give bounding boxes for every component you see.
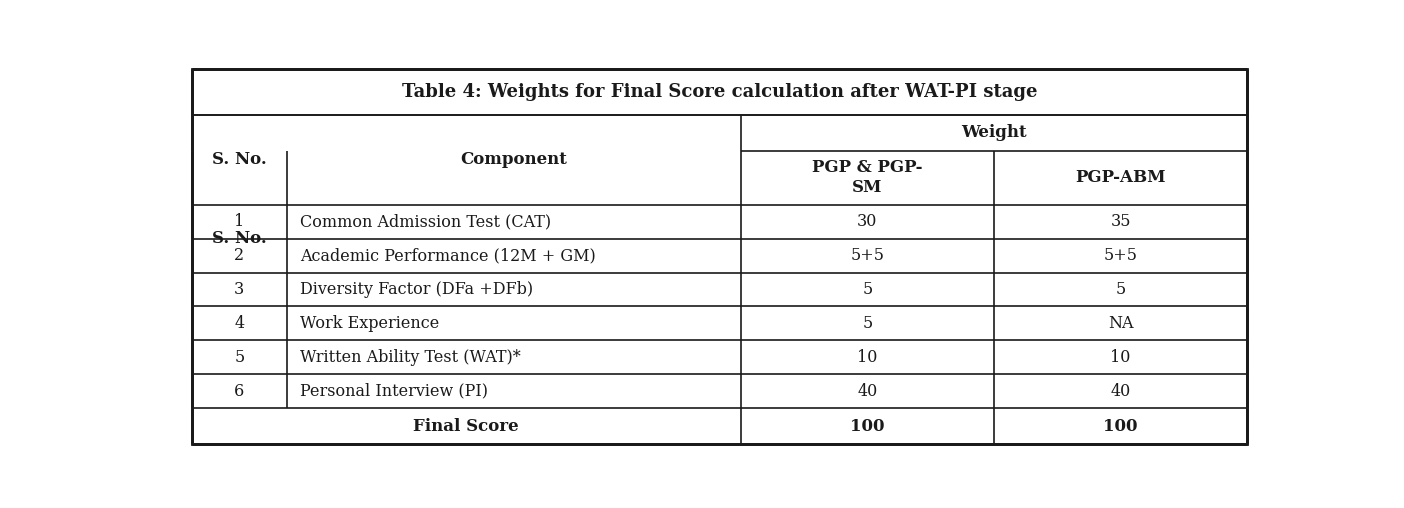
- Text: 100: 100: [1104, 418, 1137, 435]
- Text: Common Admission Test (CAT): Common Admission Test (CAT): [300, 213, 550, 230]
- Text: 100: 100: [849, 418, 885, 435]
- Text: 10: 10: [856, 349, 878, 366]
- Text: PGP-ABM: PGP-ABM: [1075, 169, 1165, 186]
- Text: 5: 5: [862, 315, 872, 332]
- Text: 5+5: 5+5: [1104, 247, 1137, 264]
- Text: Diversity Factor (DFa +DFb): Diversity Factor (DFa +DFb): [300, 281, 534, 298]
- Text: Table 4: Weights for Final Score calculation after WAT-PI stage: Table 4: Weights for Final Score calcula…: [402, 83, 1038, 101]
- Text: 1: 1: [234, 213, 244, 230]
- Text: 5: 5: [862, 281, 872, 298]
- Text: Final Score: Final Score: [413, 418, 519, 435]
- Text: 3: 3: [234, 281, 244, 298]
- Text: 4: 4: [234, 315, 244, 332]
- Text: Academic Performance (12M + GM): Academic Performance (12M + GM): [300, 247, 595, 264]
- Text: Written Ability Test (WAT)*: Written Ability Test (WAT)*: [300, 349, 521, 366]
- Text: NA: NA: [1108, 315, 1133, 332]
- Text: 40: 40: [1111, 383, 1130, 400]
- Text: S. No.: S. No.: [212, 230, 267, 247]
- Text: 5: 5: [1116, 281, 1126, 298]
- Text: 30: 30: [856, 213, 878, 230]
- Text: 40: 40: [858, 383, 878, 400]
- Text: Component: Component: [461, 151, 567, 168]
- Text: 2: 2: [234, 247, 244, 264]
- Text: Work Experience: Work Experience: [300, 315, 439, 332]
- Text: S. No.: S. No.: [212, 151, 267, 168]
- Text: 6: 6: [234, 383, 244, 400]
- Text: 10: 10: [1111, 349, 1130, 366]
- Text: Personal Interview (PI): Personal Interview (PI): [300, 383, 487, 400]
- Text: 5: 5: [234, 349, 244, 366]
- Text: 5+5: 5+5: [851, 247, 885, 264]
- Text: Weight: Weight: [962, 124, 1026, 141]
- Text: 35: 35: [1111, 213, 1130, 230]
- Text: PGP & PGP-
SM: PGP & PGP- SM: [812, 160, 922, 196]
